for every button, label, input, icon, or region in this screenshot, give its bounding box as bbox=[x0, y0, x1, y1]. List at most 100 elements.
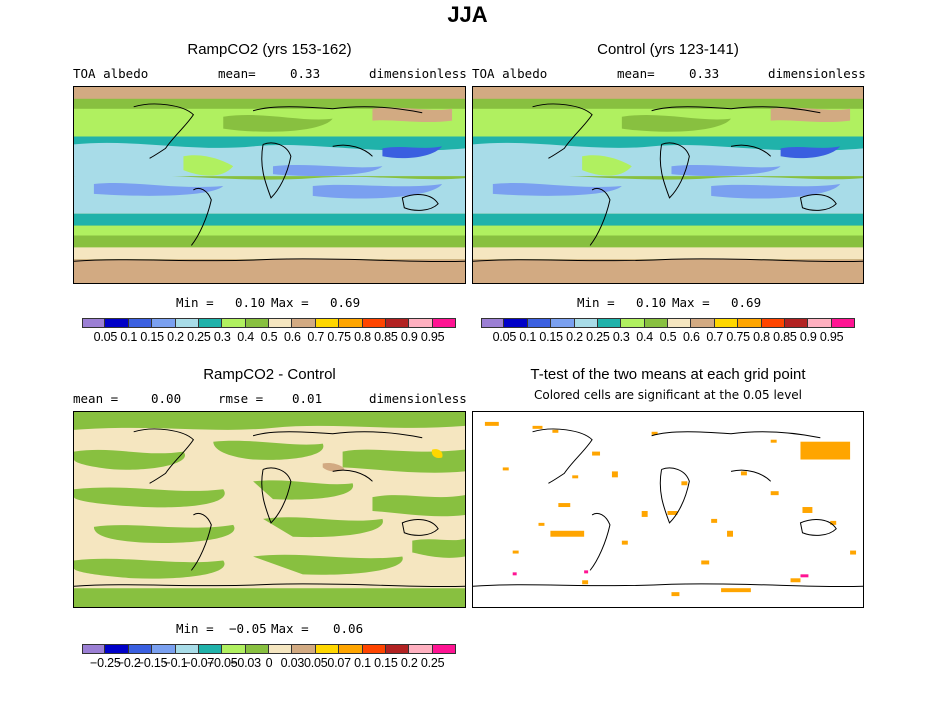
significant-cell bbox=[740, 471, 747, 476]
colorbar-tick-label: 0.8 bbox=[753, 330, 770, 344]
colorbar-swatch bbox=[527, 318, 552, 328]
significant-cell bbox=[558, 503, 571, 508]
units-label: dimensionless bbox=[369, 66, 467, 81]
colorbar-tick-label: 0.5 bbox=[260, 330, 278, 344]
colorbar-tick-label: 0.7 bbox=[706, 330, 724, 344]
colorbar-tick-label: 0.15 bbox=[374, 656, 398, 670]
colorbar-swatch bbox=[292, 644, 316, 654]
significant-cell bbox=[701, 560, 710, 565]
colorbar-swatch bbox=[362, 318, 386, 328]
colorbar-tick-label: 0.4 bbox=[636, 330, 654, 344]
colorbar-tick-label: 0.75 bbox=[327, 330, 351, 344]
significant-cell bbox=[512, 550, 519, 554]
min-value: 0.10 bbox=[235, 295, 266, 310]
colorbar-tick-label: 0.05 bbox=[93, 330, 118, 344]
colorbar-tick-label: −0.03 bbox=[230, 656, 261, 670]
colorbar-swatch bbox=[808, 318, 832, 328]
colorbar-swatch bbox=[409, 644, 433, 654]
colorbar-swatch bbox=[714, 318, 739, 328]
significant-cell bbox=[671, 592, 680, 597]
significant-cell bbox=[532, 425, 543, 429]
max-value: 0.69 bbox=[330, 295, 361, 310]
min-label: Min = bbox=[176, 295, 214, 310]
colorbar-tick-label: 0 bbox=[265, 656, 273, 670]
colorbar-swatch bbox=[738, 318, 762, 328]
colorbar-tick-label: 0.4 bbox=[237, 330, 255, 344]
significant-cell bbox=[538, 522, 545, 526]
min-label: Min = bbox=[176, 621, 214, 636]
colorbar-tick-label: 0.1 bbox=[519, 330, 537, 344]
units-label: dimensionless bbox=[768, 66, 866, 81]
colorbar-tick-label: 0.85 bbox=[374, 330, 398, 344]
colorbar-tick-label: 0.25 bbox=[187, 330, 211, 344]
colorbar-swatch bbox=[269, 318, 293, 328]
colorbar-tick-label: 0.6 bbox=[682, 330, 700, 344]
colorbar-swatch bbox=[761, 318, 785, 328]
colorbar-swatch bbox=[222, 318, 246, 328]
colorbar-tick-label: −0.1 bbox=[163, 656, 188, 670]
colorbar-tick-label: −0.25 bbox=[90, 656, 121, 670]
colorbar-tick-label: 0.07 bbox=[327, 656, 351, 670]
colorbar-swatch bbox=[315, 318, 340, 328]
rmse-value: 0.01 bbox=[292, 391, 323, 406]
colorbar-control bbox=[481, 318, 855, 328]
colorbar-swatch bbox=[339, 644, 363, 654]
significant-cell bbox=[711, 518, 718, 523]
colorbar-tick-label: 0.15 bbox=[539, 330, 563, 344]
variable-label: TOA albedo bbox=[73, 66, 149, 81]
colorbar-tick-label: −0.05 bbox=[206, 656, 238, 670]
colorbar-swatch bbox=[82, 644, 106, 654]
figure-title: JJA bbox=[447, 2, 488, 27]
colorbar-tick-label: 0.6 bbox=[283, 330, 301, 344]
significant-cell bbox=[850, 550, 857, 555]
colorbar-swatch bbox=[362, 644, 386, 654]
mean-label: mean= bbox=[617, 66, 655, 81]
colorbar-swatch bbox=[784, 318, 809, 328]
mean-value: 0.00 bbox=[151, 391, 182, 406]
significant-cell bbox=[802, 507, 813, 513]
colorbar-swatch bbox=[175, 318, 199, 328]
colorbar-swatch bbox=[245, 644, 269, 654]
colorbar-tick-label: 0.9 bbox=[799, 330, 817, 344]
significant-cell bbox=[770, 439, 777, 443]
significant-cell bbox=[800, 441, 851, 460]
significant-cell bbox=[790, 578, 801, 583]
significant-cell bbox=[512, 572, 517, 576]
significant-cell bbox=[582, 580, 589, 585]
colorbar-swatch bbox=[152, 318, 176, 328]
mean-label: mean = bbox=[73, 391, 119, 406]
colorbar-swatch bbox=[551, 318, 575, 328]
colorbar-swatch bbox=[315, 644, 340, 654]
significant-cell bbox=[592, 451, 601, 456]
significant-cell bbox=[830, 520, 837, 525]
colorbar-tick-label: 0.2 bbox=[167, 330, 184, 344]
colorbar-tick-label: 0.2 bbox=[566, 330, 583, 344]
colorbar-swatch bbox=[222, 644, 246, 654]
ttest-subtitle: Colored cells are significant at the 0.0… bbox=[533, 388, 803, 402]
significant-cell bbox=[770, 491, 779, 496]
min-value: −0.05 bbox=[229, 621, 267, 636]
mean-value: 0.33 bbox=[290, 66, 321, 81]
colorbar-tick-label: 0.85 bbox=[773, 330, 797, 344]
colorbar-tick-label: 0.95 bbox=[819, 330, 844, 344]
significant-cell bbox=[667, 510, 678, 515]
colorbar-swatch bbox=[691, 318, 715, 328]
mean-value: 0.33 bbox=[689, 66, 720, 81]
max-label: Max = bbox=[271, 295, 309, 310]
panel-title-difference: RampCO2 - Control bbox=[203, 366, 336, 383]
colorbar-tick-label: 0.5 bbox=[659, 330, 677, 344]
colorbar-swatch bbox=[269, 644, 293, 654]
colorbar-tick-label: 0.8 bbox=[354, 330, 371, 344]
significant-cell bbox=[572, 475, 579, 479]
ttest-significance-map bbox=[472, 411, 864, 608]
colorbar-swatch bbox=[198, 644, 223, 654]
significant-cell bbox=[651, 431, 658, 435]
colorbar-swatch bbox=[128, 318, 153, 328]
colorbar-tick-label: 0.15 bbox=[140, 330, 164, 344]
significant-cell bbox=[611, 471, 618, 478]
colorbar-swatch bbox=[175, 644, 199, 654]
colorbar-tick-label: 0.2 bbox=[400, 656, 418, 670]
colorbar-tick-label: 0.1 bbox=[120, 330, 138, 344]
colorbar-tick-label: 0.05 bbox=[492, 330, 517, 344]
colorbar-rampco2 bbox=[82, 318, 456, 328]
